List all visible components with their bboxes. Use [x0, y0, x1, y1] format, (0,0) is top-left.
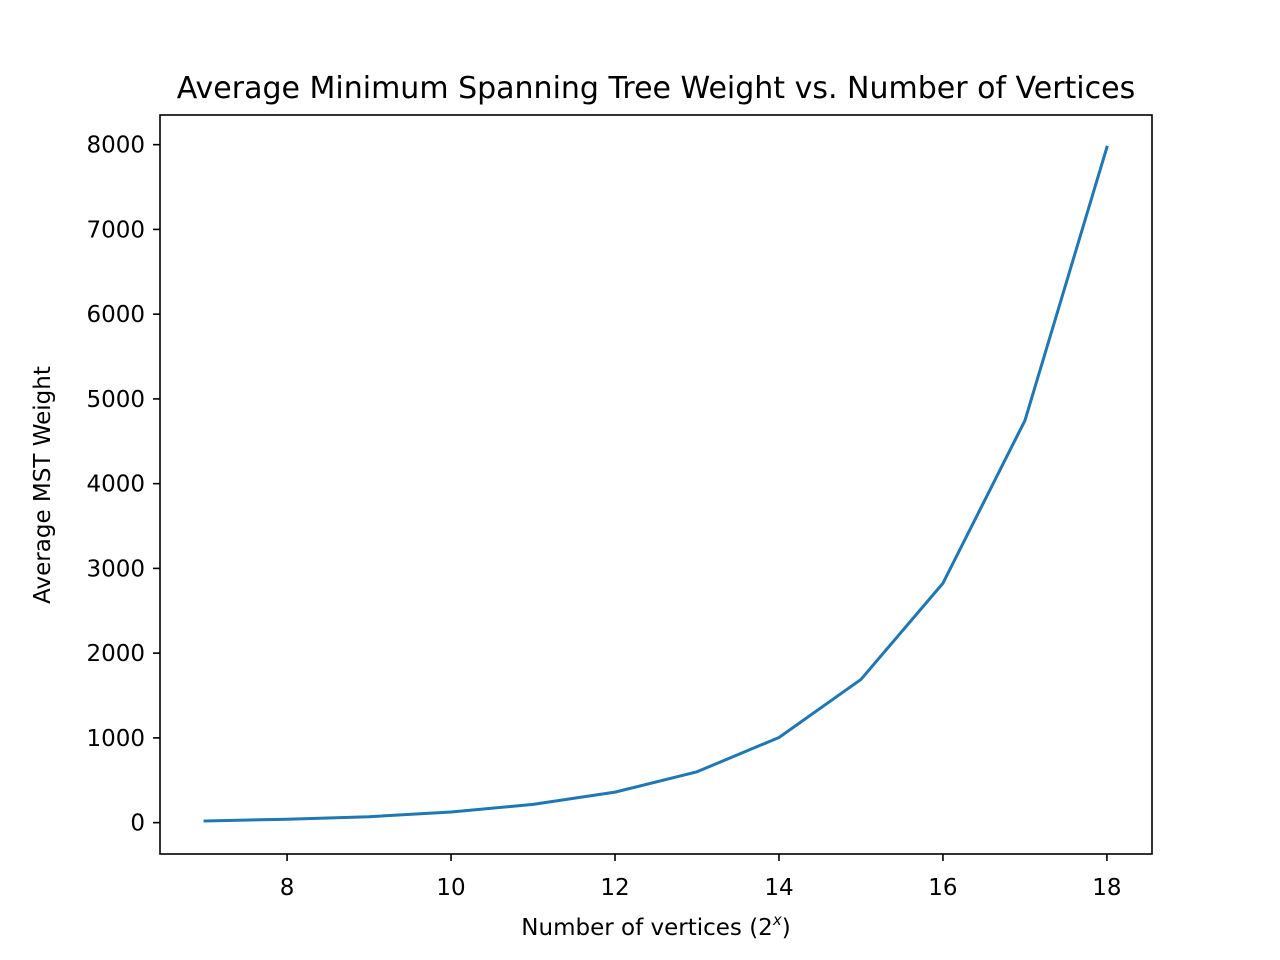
x-tick-label-12: 12: [600, 875, 629, 901]
y-tick-label-3000: 3000: [86, 556, 145, 582]
x-tick-label-16: 16: [928, 875, 957, 901]
x-tick-label-14: 14: [764, 875, 793, 901]
plot-area: 8 10 12 14 16 18 0 1000 2000 3000 4000 5000 6000 7000…: [86, 114, 1153, 901]
y-tick-label-6000: 6000: [86, 302, 145, 328]
y-tick-label-5000: 5000: [86, 387, 145, 413]
series-line-0: [203, 145, 1109, 823]
y-axis-label: Average MST Weight: [30, 366, 56, 604]
y-tick-label-8000: 8000: [86, 133, 145, 159]
x-axis-label-superscript: x: [772, 911, 782, 929]
y-tick-label-0: 0: [130, 811, 145, 837]
x-axis-label: Number of vertices (2x): [521, 911, 790, 941]
x-tick-label-8: 8: [280, 875, 295, 901]
plot-frame: [159, 114, 1153, 855]
x-tick-label-10: 10: [436, 875, 465, 901]
y-tick-label-7000: 7000: [86, 217, 145, 243]
y-tick-label-4000: 4000: [86, 472, 145, 498]
y-tick-label-2000: 2000: [86, 641, 145, 667]
x-tick-label-18: 18: [1092, 875, 1121, 901]
chart-title: Average Minimum Spanning Tree Weight vs.…: [177, 71, 1135, 106]
y-tick-label-1000: 1000: [86, 726, 145, 752]
x-axis-label-prefix: Number of vertices (2: [521, 915, 773, 941]
x-axis-label-suffix: ): [782, 915, 791, 941]
